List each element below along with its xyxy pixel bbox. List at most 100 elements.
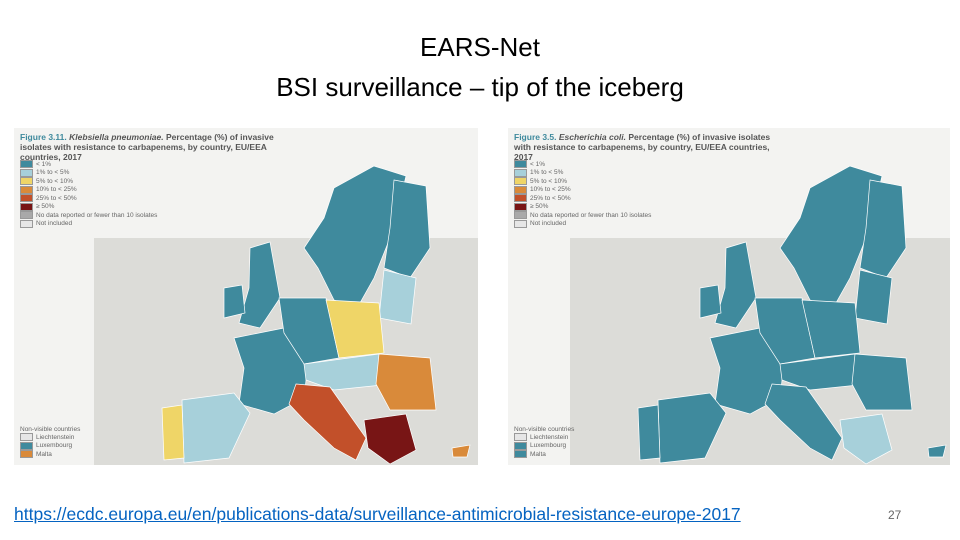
legend-swatch [514, 202, 527, 211]
country [764, 383, 843, 461]
country [278, 297, 340, 365]
legend-swatch [20, 160, 33, 169]
legend-swatch [20, 433, 33, 442]
caption-text: Percentage (%) of invasive isolates with… [20, 132, 274, 162]
non-visible-legend: Non-visible countries Liechtenstein Luxemb… [514, 426, 574, 459]
country [699, 284, 722, 319]
legend-item: ≥ 50% [20, 202, 157, 212]
country [325, 299, 385, 359]
country [754, 297, 816, 365]
legend-swatch [514, 211, 527, 220]
species: Klebsiella pneumoniae. [69, 132, 164, 142]
legend-item: Luxembourg [20, 441, 80, 451]
legend-label: 25% to < 50% [36, 194, 77, 202]
country [927, 444, 947, 458]
legend-swatch [20, 185, 33, 194]
legend-swatch [514, 433, 527, 442]
legend-label: 1% to < 5% [36, 169, 70, 177]
legend-item: Liechtenstein [20, 433, 80, 442]
legend-swatch [20, 450, 33, 459]
legend-label: Liechtenstein [36, 433, 75, 441]
legend-swatch [20, 194, 33, 203]
legend-label: 5% to < 10% [530, 177, 568, 185]
legend-label: 25% to < 50% [530, 194, 571, 202]
legend: < 1% 1% to < 5% 5% to < 10% 10% to < 25% 25%… [20, 160, 157, 228]
country [363, 413, 417, 465]
country [637, 404, 661, 461]
legend-item: No data reported or fewer than 10 isolat… [20, 211, 157, 220]
legend-swatch [20, 177, 33, 186]
country [161, 404, 185, 461]
legend-item: Malta [514, 450, 574, 459]
figure-caption: Figure 3.11. Klebsiella pneumoniae. Perc… [20, 132, 308, 162]
legend-label: Malta [530, 450, 546, 458]
country [223, 284, 246, 319]
country [839, 413, 893, 465]
legend-label: Liechtenstein [530, 433, 569, 441]
legend-swatch [514, 168, 527, 177]
legend-label: 5% to < 10% [36, 177, 74, 185]
legend-label: < 1% [530, 160, 545, 168]
figure-number: Figure 3.5. [514, 132, 557, 142]
legend-item: 10% to < 25% [514, 185, 651, 195]
legend-label: 10% to < 25% [530, 186, 571, 194]
legend-label: 1% to < 5% [530, 169, 564, 177]
legend-label: Malta [36, 450, 52, 458]
legend-swatch [514, 177, 527, 186]
legend-label: Luxembourg [36, 442, 73, 450]
legend-item: 5% to < 10% [514, 177, 651, 186]
legend-item: ≥ 50% [514, 202, 651, 212]
non-visible-title: Non-visible countries [20, 426, 81, 433]
species: Escherichia coli. [558, 132, 626, 142]
map [94, 165, 478, 465]
legend-swatch [514, 194, 527, 203]
legend-swatch [514, 185, 527, 194]
legend: < 1% 1% to < 5% 5% to < 10% 10% to < 25% 25%… [514, 160, 651, 228]
legend-item: 25% to < 50% [20, 194, 157, 203]
country [451, 444, 471, 458]
legend-item: Malta [20, 450, 80, 459]
legend-item: < 1% [514, 160, 651, 169]
page-number: 27 [888, 508, 902, 522]
map [570, 165, 950, 465]
country [851, 353, 913, 411]
legend-label: ≥ 50% [530, 203, 549, 211]
legend-label: Not included [36, 220, 73, 228]
legend-swatch [20, 441, 33, 450]
legend-swatch [20, 168, 33, 177]
country [375, 353, 437, 411]
title-line: BSI surveillance – tip of the iceberg [276, 72, 684, 102]
legend-item: Not included [20, 219, 157, 229]
legend-item: 1% to < 5% [514, 168, 651, 178]
country [779, 353, 869, 391]
legend-item: No data reported or fewer than 10 isolat… [514, 211, 651, 220]
non-visible-title: Non-visible countries [514, 426, 575, 433]
source-link[interactable]: https://ecdc.europa.eu/en/publications-d… [14, 504, 741, 524]
legend-item: < 1% [20, 160, 157, 169]
map-figure: Figure 3.11. Klebsiella pneumoniae. Perc… [14, 128, 478, 465]
legend-swatch [514, 160, 527, 169]
non-visible-legend: Non-visible countries Liechtenstein Luxemb… [20, 426, 80, 459]
legend-swatch [20, 202, 33, 211]
legend-item: 1% to < 5% [20, 168, 157, 178]
legend-label: No data reported or fewer than 10 isolat… [36, 211, 158, 219]
legend-label: ≥ 50% [36, 203, 55, 211]
legend-item: 5% to < 10% [20, 177, 157, 186]
legend-label: Luxembourg [530, 442, 567, 450]
legend-item: Not included [514, 219, 651, 229]
figure-number: Figure 3.11. [20, 132, 67, 142]
legend-swatch [20, 219, 33, 228]
country [801, 299, 861, 359]
title-line: EARS-Net [420, 32, 540, 62]
legend-label: 10% to < 25% [36, 186, 77, 194]
legend-item: 10% to < 25% [20, 185, 157, 195]
legend-label: No data reported or fewer than 10 isolat… [530, 211, 652, 219]
map-figure: Figure 3.5. Escherichia coli. Percentage… [508, 128, 950, 465]
country [288, 383, 367, 461]
caption-text: Percentage (%) of invasive isolates with… [514, 132, 771, 162]
legend-label: < 1% [36, 160, 51, 168]
figure-caption: Figure 3.5. Escherichia coli. Percentage… [514, 132, 788, 162]
legend-swatch [514, 450, 527, 459]
legend-item: 25% to < 50% [514, 194, 651, 203]
